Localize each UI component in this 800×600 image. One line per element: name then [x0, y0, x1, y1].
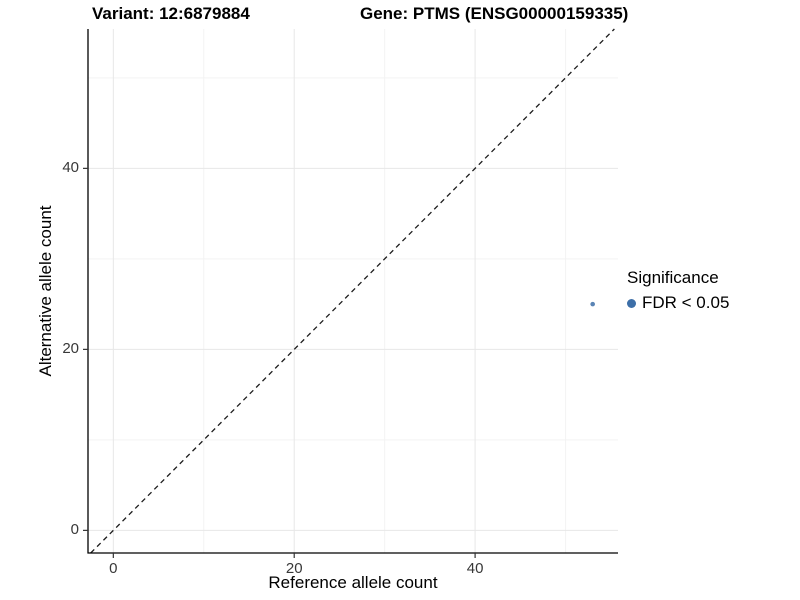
y-tick-label: 0 [70, 521, 79, 539]
x-axis-title: Reference allele count [268, 573, 438, 592]
legend-entry-label: FDR < 0.05 [642, 293, 730, 312]
legend-title: Significance [627, 268, 719, 287]
data-point [590, 301, 595, 307]
identity-line [90, 28, 615, 554]
plot-title-variant: Variant: 12:6879884 [92, 4, 250, 23]
legend-point-swatch [627, 298, 636, 308]
y-tick-label: 20 [62, 340, 79, 358]
x-tick-label: 0 [109, 560, 118, 577]
y-tick-label: 40 [62, 159, 79, 177]
x-tick-label: 20 [285, 560, 303, 577]
legend-entry: FDR < 0.05 [627, 293, 729, 313]
x-tick-label: 40 [466, 560, 484, 577]
y-axis-title: Alternative allele count [36, 205, 55, 377]
plot-title-gene: Gene: PTMS (ENSG00000159335) [360, 4, 629, 23]
legend: Significance FDR < 0.05 [627, 268, 729, 313]
